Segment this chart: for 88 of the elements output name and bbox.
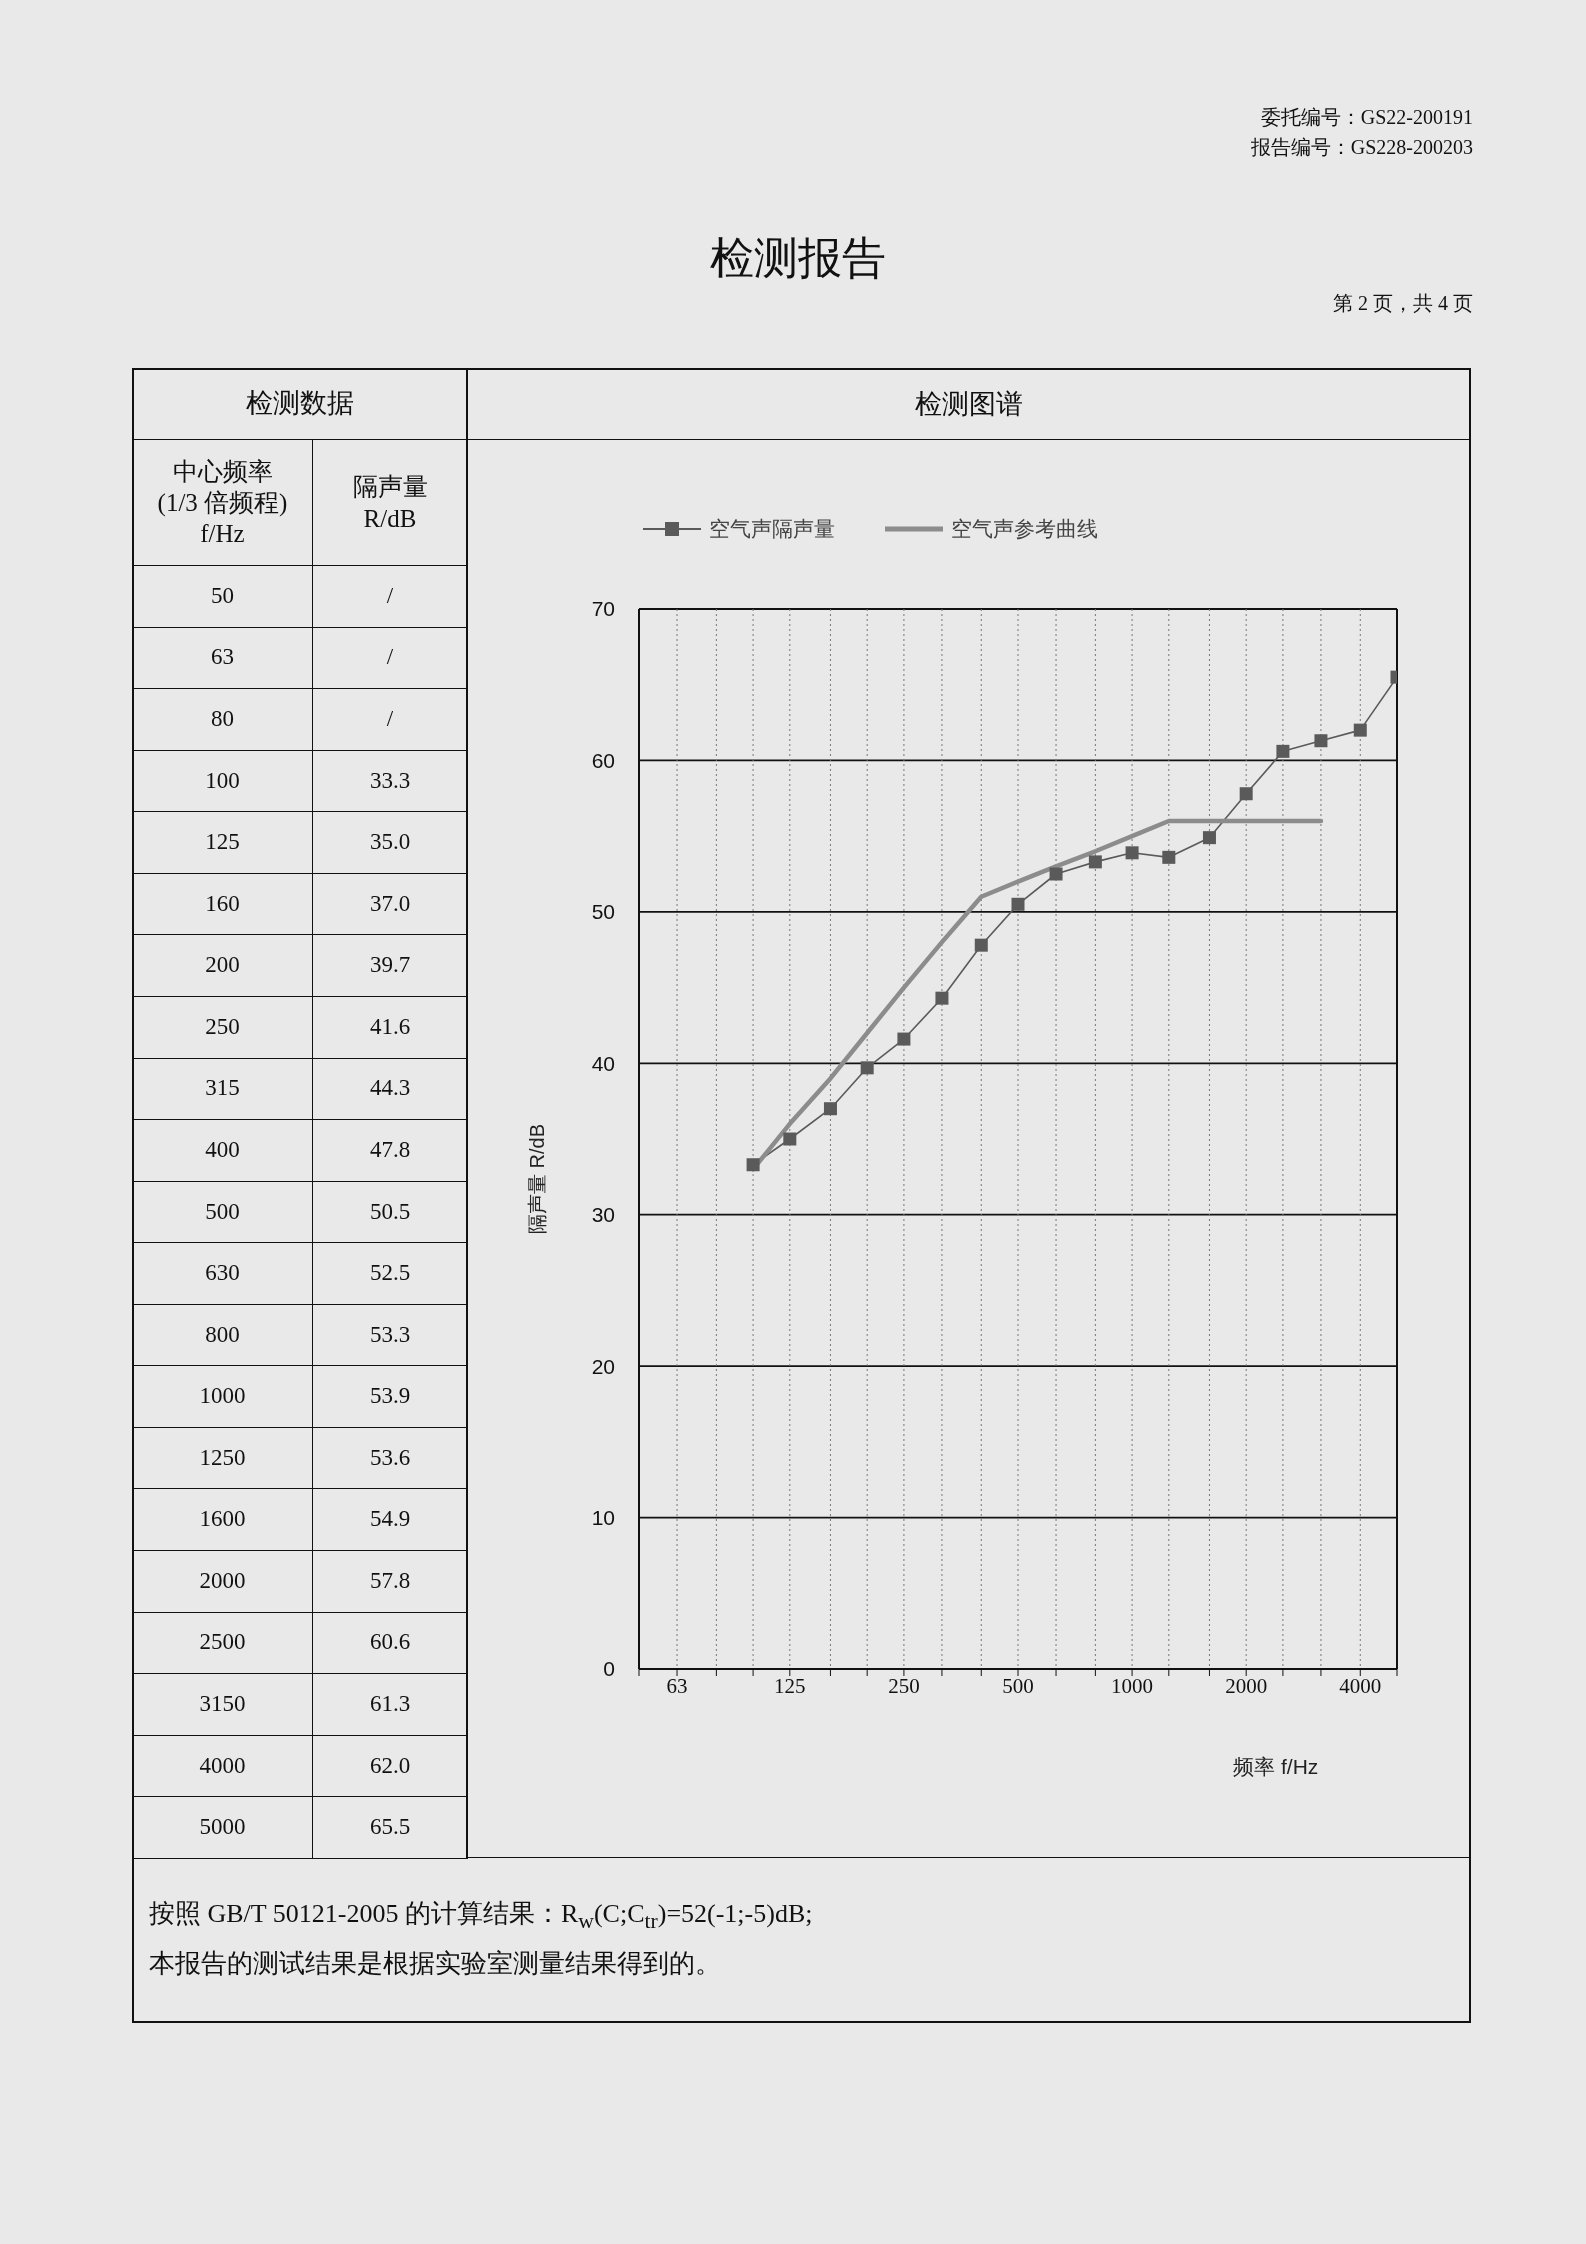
y-tick-label: 60: [591, 748, 615, 772]
text: 本报告的测试结果是根据实验室测量结果得到的。: [149, 1949, 721, 1978]
text: /: [386, 644, 394, 670]
text: 50: [211, 582, 234, 608]
text: 第 2 页，共 4 页: [1333, 292, 1473, 314]
text: 中心频率 (1/3 倍频程) f/Hz: [157, 457, 288, 548]
point: [897, 1032, 911, 1046]
text: 500: [205, 1198, 240, 1224]
y-tick-label: 50: [591, 900, 615, 924]
y-tick-label: 30: [591, 1203, 615, 1227]
text: 按照 GB/T 50121-2005 的计算结果：R$_{w}$(C;C$_{tr}$)=52(-1;-5)dB;: [149, 1899, 813, 1934]
y-axis-title: 隔声量 R/dB: [526, 1123, 548, 1235]
text: 委托编号：GS22-200191: [1260, 106, 1473, 128]
y-tick-label: 10: [591, 1506, 615, 1530]
text: 125: [205, 829, 240, 855]
text: 5000: [199, 1814, 246, 1840]
y-tick-label: 20: [591, 1354, 615, 1378]
point: [1011, 897, 1025, 911]
text: /: [386, 706, 394, 732]
point: [1049, 867, 1063, 881]
text: 63: [211, 644, 234, 670]
text: 1000: [199, 1383, 246, 1409]
text: 62.0: [369, 1752, 411, 1778]
text: 39.7: [369, 952, 411, 978]
text: 1250: [199, 1444, 246, 1470]
text: 80: [211, 706, 234, 732]
point: [974, 938, 988, 952]
x-tick-label: 63: [666, 1673, 688, 1698]
text: 50.5: [369, 1198, 411, 1224]
text: 160: [205, 890, 240, 916]
point: [1276, 744, 1290, 758]
text: 3150: [199, 1691, 246, 1717]
text: 57.8: [369, 1567, 411, 1593]
point: [783, 1132, 797, 1146]
text: /: [386, 582, 394, 608]
point: [1088, 855, 1102, 869]
text: 630: [205, 1260, 240, 1286]
text: 35.0: [369, 829, 411, 855]
chart-title: 检测图谱: [914, 388, 1023, 421]
text: 100: [205, 767, 240, 793]
text: 47.8: [369, 1136, 411, 1162]
legend-label: 空气声隔声量: [709, 516, 835, 543]
text: 44.3: [369, 1075, 411, 1101]
text: 37.0: [369, 890, 411, 916]
text: 200: [205, 952, 240, 978]
x-tick-label: 500: [1002, 1673, 1034, 1698]
text: 800: [205, 1321, 240, 1347]
text: 60.6: [369, 1629, 411, 1655]
y-tick-label: 0: [603, 1657, 615, 1681]
point: [1353, 723, 1367, 737]
x-axis-title: 频率 f/Hz: [1233, 1754, 1319, 1778]
point: [1314, 734, 1328, 748]
point: [746, 1158, 760, 1172]
legend-label: 空气声参考曲线: [951, 516, 1098, 543]
point: [1162, 850, 1176, 864]
point: [860, 1061, 874, 1075]
point: [1239, 787, 1253, 801]
text: 53.3: [369, 1321, 411, 1347]
text: 250: [205, 1013, 240, 1039]
point: [1125, 846, 1139, 860]
text: 61.3: [369, 1691, 411, 1717]
text: 315: [205, 1075, 240, 1101]
text: 52.5: [369, 1260, 411, 1286]
text: 检测数据: [246, 388, 354, 419]
text: 41.6: [369, 1013, 411, 1039]
text: 1600: [199, 1506, 246, 1532]
text: 2000: [199, 1567, 246, 1593]
x-tick-label: 250: [888, 1673, 920, 1698]
text: 检测报告: [710, 234, 886, 283]
text: 54.9: [369, 1506, 411, 1532]
x-tick-label: 1000: [1111, 1673, 1154, 1698]
text: 53.9: [369, 1383, 411, 1409]
y-tick-label: 40: [591, 1051, 615, 1075]
point: [823, 1102, 837, 1116]
text: 33.3: [369, 767, 411, 793]
text: 报告编号：GS228-200203: [1250, 136, 1473, 158]
text: 2500: [199, 1629, 246, 1655]
point: [1202, 831, 1216, 845]
y-tick-label: 70: [591, 597, 615, 621]
text: 400: [205, 1136, 240, 1162]
x-tick-label: 125: [774, 1673, 806, 1698]
x-tick-label: 4000: [1339, 1673, 1382, 1698]
text: 隔声量 R/dB: [352, 473, 428, 532]
x-tick-label: 2000: [1225, 1673, 1268, 1698]
point: [935, 991, 949, 1005]
text: 53.6: [369, 1444, 411, 1470]
text: 65.5: [369, 1814, 411, 1840]
text: 4000: [199, 1752, 246, 1778]
